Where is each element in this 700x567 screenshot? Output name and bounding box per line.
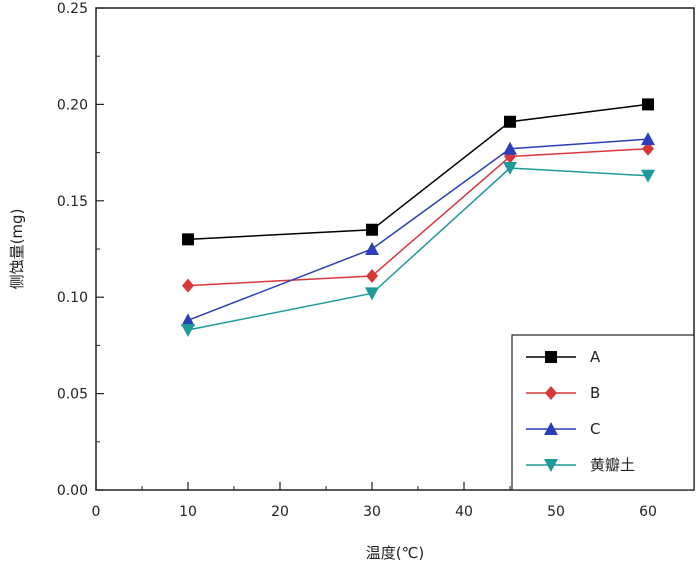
y-tick-label: 0.05 <box>57 387 88 403</box>
data-point <box>181 313 195 327</box>
data-point <box>365 287 379 301</box>
data-point <box>641 132 655 146</box>
y-axis-title: 侧蚀量(mg) <box>8 209 26 290</box>
legend-entry: A <box>526 348 601 366</box>
axes-layer: 0.00 0.05 0.10 0.15 0.20 0.25 0 10 20 30 40 50 60 <box>57 1 695 520</box>
legend-entry: 黄瓣土 <box>526 456 635 474</box>
y-tick-label: 0.25 <box>57 1 88 17</box>
data-point <box>642 141 654 156</box>
data-point <box>365 242 379 255</box>
x-tick-label: 60 <box>639 504 657 520</box>
legend-marker <box>545 386 557 400</box>
legend-label: B <box>590 384 600 402</box>
data-point <box>504 115 516 128</box>
data-point <box>182 278 194 293</box>
series-4 <box>181 162 655 337</box>
legend: ABC 黄瓣土 <box>511 334 695 491</box>
data-point <box>366 223 378 236</box>
legend-marker <box>544 422 558 435</box>
x-tick-label: 50 <box>547 504 565 520</box>
legend-entry: C <box>526 420 600 438</box>
x-tick-label: 40 <box>455 504 473 520</box>
data-point <box>366 268 378 283</box>
legend-label: C <box>590 420 600 438</box>
y-tick-label: 0.00 <box>57 483 88 499</box>
data-point <box>503 141 517 155</box>
series-line <box>187 147 649 287</box>
series-line <box>187 103 649 241</box>
data-point <box>182 233 194 246</box>
data-point <box>641 169 655 183</box>
y-tick-label: 0.15 <box>57 194 88 210</box>
data-point <box>181 323 195 337</box>
x-tick-label: 0 <box>92 504 101 520</box>
legend-label: 黄瓣土 <box>590 456 635 474</box>
legend-marker <box>545 351 557 363</box>
y-tick-label: 0.20 <box>57 97 88 113</box>
series-2 <box>182 141 654 293</box>
x-tick-label: 20 <box>271 504 289 520</box>
series-3 <box>181 132 655 327</box>
x-tick-label: 30 <box>363 504 381 520</box>
legend-label: A <box>590 348 601 366</box>
data-point <box>503 162 517 176</box>
legend-marker <box>544 459 558 472</box>
series-1 <box>182 98 654 246</box>
series-line <box>187 138 649 322</box>
legend-entry: B <box>526 384 600 402</box>
legend-box <box>511 334 695 491</box>
series-layer <box>181 98 655 337</box>
y-tick-label: 0.10 <box>57 290 88 306</box>
x-axis-title: 温度(℃) <box>366 544 425 562</box>
x-tick-label: 10 <box>179 504 197 520</box>
data-point <box>642 98 654 111</box>
series-line <box>187 167 649 331</box>
